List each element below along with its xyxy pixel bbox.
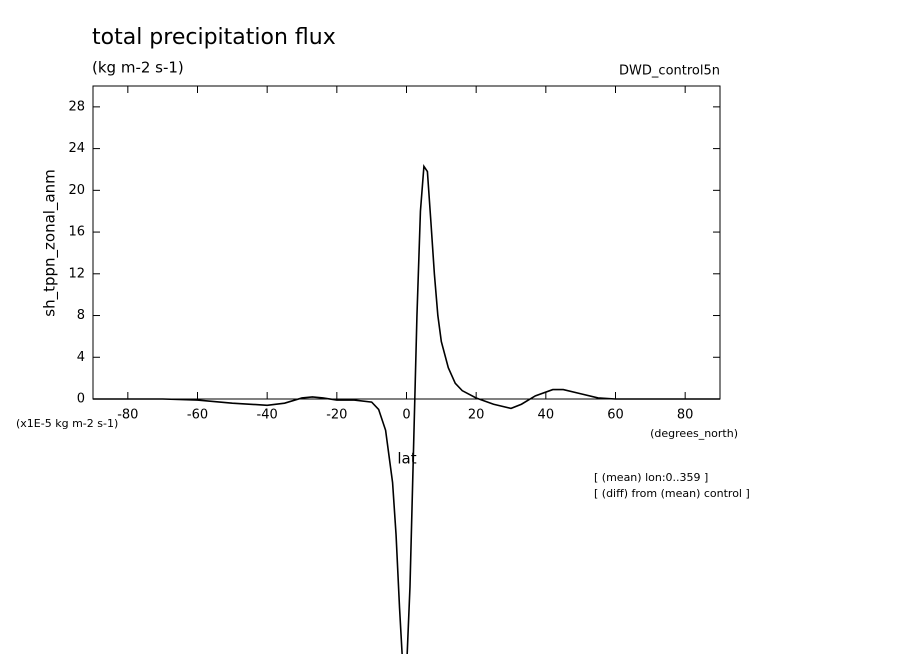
x-tick-label: 40 xyxy=(538,408,555,423)
y-tick-label: 4 xyxy=(77,350,85,365)
x-tick-label: 0 xyxy=(402,408,410,423)
plot-frame xyxy=(92,85,721,400)
y-tick-label: 0 xyxy=(77,392,85,407)
y-units: (x1E-5 kg m-2 s-1) xyxy=(16,417,118,430)
annotation: [ (diff) from (mean) control ] xyxy=(594,487,750,500)
annotation: [ (mean) lon:0..359 ] xyxy=(594,471,708,484)
units: (kg m-2 s-1) xyxy=(92,59,184,77)
y-tick-label: 28 xyxy=(68,99,85,114)
y-tick-label: 8 xyxy=(77,308,85,323)
y-tick-label: 20 xyxy=(68,183,85,198)
chart-title: total precipitation flux xyxy=(92,25,336,50)
x-tick-label: -40 xyxy=(257,408,278,423)
dataset: DWD_control5n xyxy=(619,64,720,79)
x-axis-label: (degrees_north) xyxy=(650,427,738,440)
y-tick-label: 16 xyxy=(68,225,85,240)
y-axis-label: sh_tppn_zonal_anm xyxy=(41,169,60,316)
x-tick-label: 80 xyxy=(677,408,694,423)
y-tick-label: 12 xyxy=(68,266,85,281)
x-tick-label: 60 xyxy=(607,408,624,423)
y-tick-label: 24 xyxy=(68,141,85,156)
x-tick-label: -60 xyxy=(187,408,208,423)
x-name: lat xyxy=(397,450,416,468)
data-line xyxy=(93,163,720,654)
x-tick-label: 20 xyxy=(468,408,485,423)
x-tick-label: -20 xyxy=(326,408,347,423)
x-tick-label: -80 xyxy=(117,408,138,423)
